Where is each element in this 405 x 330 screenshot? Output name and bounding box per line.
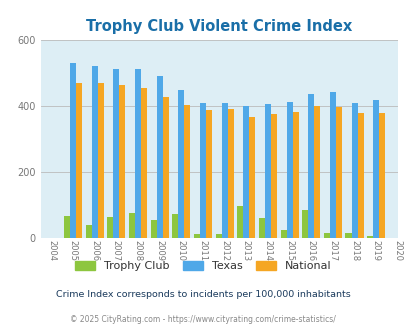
Bar [221,103,227,238]
Bar [162,97,168,238]
Bar [107,217,113,238]
Bar [178,90,184,238]
Bar [329,92,335,238]
Bar [335,107,341,238]
Bar [85,225,92,238]
Bar [113,69,119,238]
Bar [313,106,320,238]
Bar [357,113,363,238]
Bar [258,218,264,238]
Bar [366,236,372,238]
Bar [205,110,211,238]
Bar [119,85,125,238]
Bar [378,113,384,238]
Text: Crime Index corresponds to incidents per 100,000 inhabitants: Crime Index corresponds to incidents per… [55,290,350,299]
Bar [215,234,221,238]
Bar [307,94,313,238]
Bar [194,234,200,238]
Bar [351,103,357,238]
Bar [70,63,76,238]
Bar [249,117,255,238]
Bar [292,112,298,238]
Legend: Trophy Club, Texas, National: Trophy Club, Texas, National [70,256,335,276]
Bar [264,104,270,238]
Bar [237,206,243,238]
Bar [227,109,233,238]
Bar [280,230,286,238]
Bar [156,76,162,238]
Bar [270,114,276,238]
Bar [150,220,156,238]
Bar [286,102,292,238]
Bar [98,82,104,238]
Bar [184,105,190,238]
Bar [345,233,351,238]
Bar [76,83,82,238]
Bar [243,106,249,238]
Bar [129,213,135,238]
Text: © 2025 CityRating.com - https://www.cityrating.com/crime-statistics/: © 2025 CityRating.com - https://www.city… [70,315,335,324]
Bar [141,88,147,238]
Bar [92,66,98,238]
Bar [135,69,141,238]
Bar [64,216,70,238]
Bar [323,233,329,238]
Bar [172,214,178,238]
Bar [372,100,378,238]
Bar [200,103,205,238]
Title: Trophy Club Violent Crime Index: Trophy Club Violent Crime Index [86,19,352,34]
Bar [301,210,307,238]
